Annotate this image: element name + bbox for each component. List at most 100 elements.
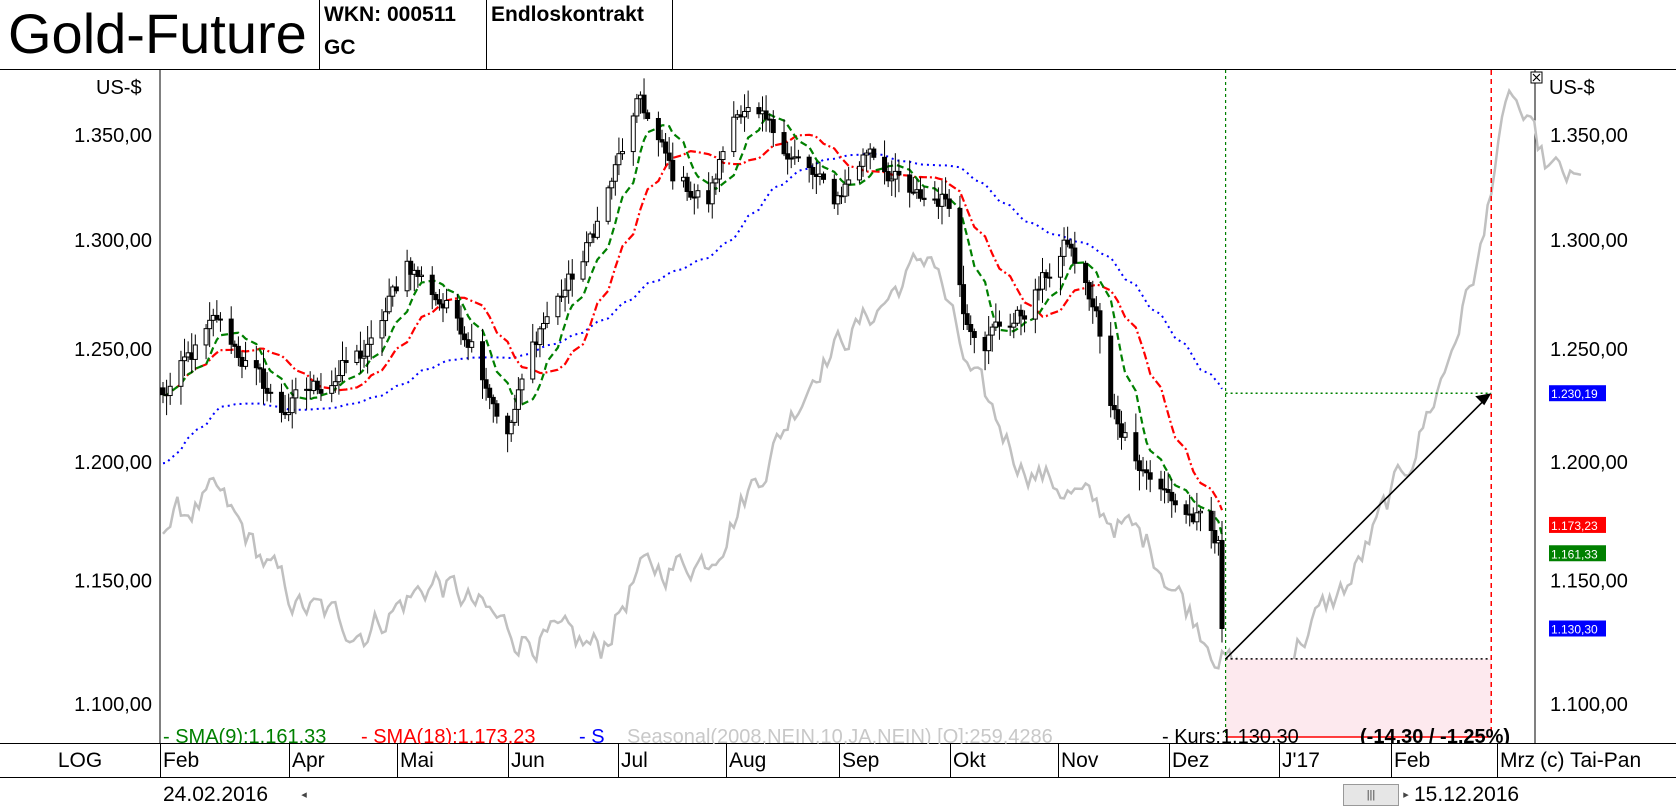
candle-body: [961, 284, 967, 315]
candle-body: [957, 207, 963, 286]
candle-body: [619, 151, 625, 155]
price-badge-label: 1.230,19: [1551, 387, 1598, 401]
forecast-risk-box: [1225, 658, 1492, 738]
x-month-tick: [508, 744, 509, 778]
candle-body: [709, 182, 715, 205]
candle-body: [436, 299, 442, 305]
y-tick-label-right: 1.150,00: [1550, 570, 1628, 592]
scroll-right-arrow-icon[interactable]: ▸: [1403, 789, 1409, 801]
candle-body: [365, 343, 371, 357]
candle-body: [555, 295, 561, 318]
candle-body: [167, 385, 173, 397]
close-x-icon: [1532, 73, 1541, 82]
symbol-label: GC: [324, 36, 356, 59]
price-badge-label: 1.173,23: [1551, 519, 1598, 533]
y-tick-label-left: 1.150,00: [74, 570, 152, 592]
x-month-label: Jun: [511, 749, 545, 772]
candle-body: [885, 171, 891, 182]
candle-body: [1136, 460, 1142, 471]
candle-body: [293, 389, 299, 399]
candle-body: [1108, 335, 1114, 406]
contract-label: Endloskontrakt: [491, 3, 644, 26]
candle-body: [594, 220, 600, 238]
seasonal-line: [162, 87, 1582, 709]
candle-body: [318, 389, 324, 394]
candle-body: [541, 322, 547, 330]
x-month-label: Aug: [729, 749, 767, 772]
x-month-tick: [1169, 744, 1170, 778]
x-month-tick: [289, 744, 290, 778]
price-chart[interactable]: US-$ US-$ 1.100,00 1.100,00 1.150,00 1.150,00…: [0, 70, 1676, 744]
candle-body: [1018, 309, 1024, 317]
candle-body: [655, 117, 661, 141]
candle-body: [1057, 255, 1063, 278]
candle-body: [810, 166, 816, 175]
candle-body: [968, 324, 974, 333]
header-bar: Gold-Future WKN: 000511 GC Endloskontrak…: [0, 0, 1676, 70]
candle-body: [537, 328, 543, 346]
instrument-title: Gold-Future: [8, 2, 307, 65]
candle-body: [243, 360, 249, 367]
candle-body: [515, 389, 521, 410]
legend-seasonal: Seasonal(2008,NEIN,10,JA,NEIN) [O]:259,4…: [627, 726, 1053, 744]
candle-body: [666, 152, 672, 161]
candle-body: [1083, 262, 1089, 284]
wkn-label: WKN: 000511: [324, 3, 456, 26]
candle-body: [361, 355, 367, 359]
candle-body: [178, 360, 184, 387]
right-axis-unit: US-$: [1549, 77, 1595, 99]
candle-body: [469, 341, 475, 348]
log-scale-toggle[interactable]: LOG: [57, 749, 103, 772]
candle-body: [232, 343, 238, 347]
candle-body: [1061, 239, 1067, 257]
candle-body: [731, 116, 737, 153]
candle-body: [217, 318, 223, 321]
candle-body: [831, 178, 837, 205]
price-badge: [1549, 516, 1606, 533]
candle-body: [989, 326, 995, 336]
candle-body: [842, 183, 848, 197]
y-tick-label-left: 1.100,00: [74, 694, 152, 716]
candle-body: [1147, 472, 1153, 480]
candle-body: [1122, 432, 1128, 438]
candle-body: [1194, 512, 1200, 523]
candle-body: [695, 190, 701, 198]
y-tick-label-left: 1.200,00: [74, 452, 152, 474]
candle-body: [946, 198, 952, 209]
candle-body: [268, 391, 274, 394]
legend-price-change: (-14,30 / -1,25%): [1360, 726, 1510, 744]
candle-body: [713, 178, 719, 184]
candle-body: [329, 385, 335, 394]
wkn-cell: WKN: 000511 GC: [320, 0, 487, 69]
date-start-label: 24.02.2016: [163, 783, 269, 806]
candle-body: [278, 391, 284, 413]
candle-body: [429, 274, 435, 296]
legend-sma-blue: - S: [579, 726, 605, 744]
y-tick-label-left: 1.300,00: [74, 230, 152, 252]
candle-body: [487, 387, 493, 398]
x-month-label: Mrz: [1500, 749, 1535, 772]
x-axis: Feb Apr Mai Jun Jul Aug Sep Okt Nov Dez J'17 Feb Mrz: [0, 744, 1676, 778]
candle-body: [1086, 282, 1092, 300]
candle-body: [1065, 239, 1071, 245]
candle-body: [386, 295, 392, 313]
candle-body: [763, 110, 769, 120]
candle-body: [871, 148, 877, 158]
candle-body: [415, 269, 421, 277]
x-month-label: Dez: [1172, 749, 1210, 772]
candle-body: [253, 360, 259, 369]
footer-bar: LOG (c) Tai-Pan 24.02.2016 ◂ ||| ▸ 15.12…: [0, 744, 1676, 811]
candle-body: [228, 318, 234, 345]
scroll-left-arrow-icon[interactable]: ◂: [301, 789, 307, 801]
candle-body: [630, 115, 636, 153]
candle-body: [390, 286, 396, 297]
y-tick-label-left: 1.250,00: [74, 339, 152, 361]
scrollbar-thumb[interactable]: |||: [1343, 784, 1399, 806]
candle-body: [483, 379, 489, 389]
x-month-tick: [1497, 744, 1498, 778]
candle-body: [1165, 489, 1171, 493]
sma18-line: [162, 133, 1224, 511]
title-cell: Gold-Future: [0, 0, 320, 69]
x-month-label: Jul: [621, 749, 648, 772]
